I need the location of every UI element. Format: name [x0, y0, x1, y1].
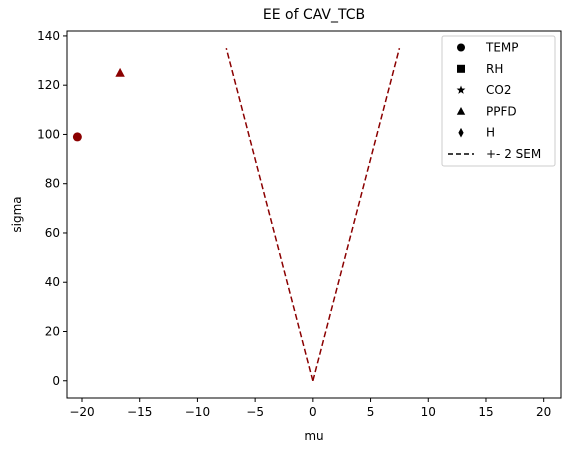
x-tick-label: −20: [69, 405, 94, 419]
y-tick-label: 20: [45, 324, 60, 338]
legend: TEMP RH CO2 PPFD H +- 2 SEM: [441, 35, 556, 167]
y-tick-label: 40: [45, 275, 60, 289]
point-ppfd: [115, 67, 125, 77]
legend-label: H: [486, 126, 495, 140]
y-axis-label: sigma: [10, 196, 24, 232]
x-tick-label: −10: [185, 405, 210, 419]
plot-area: [72, 48, 401, 381]
x-tick-label: 20: [536, 405, 551, 419]
point-temp: [72, 132, 82, 142]
y-tick-label: 140: [37, 29, 60, 43]
x-tick-label: 5: [367, 405, 375, 419]
x-tick-label: −5: [246, 405, 264, 419]
x-tick-label: 10: [421, 405, 436, 419]
plot-frame: [66, 30, 562, 399]
sem-line-right: [312, 48, 401, 381]
legend-label: +- 2 SEM: [486, 147, 541, 161]
y-tick-label: 80: [45, 177, 60, 191]
legend-label: TEMP: [485, 41, 519, 55]
axis-ticks: −20 −15 −10 −5 0 5 10 15 20 0 20 40 60 80 100 120 140: [37, 29, 551, 419]
legend-box: [441, 35, 556, 167]
y-tick-label: 100: [37, 127, 60, 141]
legend-label: RH: [486, 62, 503, 76]
legend-label: CO2: [486, 83, 511, 97]
legend-marker-ppfd: [456, 107, 466, 115]
sem-line-left: [225, 48, 314, 381]
legend-marker-co2: [456, 85, 466, 94]
y-tick-label: 0: [52, 374, 60, 388]
legend-marker-rh: [457, 64, 465, 73]
x-tick-label: 15: [478, 405, 493, 419]
chart-title: EE of CAV_TCB: [263, 7, 365, 23]
y-tick-label: 120: [37, 78, 60, 92]
legend-label: PPFD: [486, 104, 517, 118]
x-tick-label: 0: [309, 405, 317, 419]
x-axis-label: mu: [304, 429, 323, 443]
y-tick-label: 60: [45, 226, 60, 240]
x-tick-label: −15: [127, 405, 152, 419]
legend-marker-temp: [457, 43, 465, 52]
legend-marker-h: [458, 127, 464, 138]
